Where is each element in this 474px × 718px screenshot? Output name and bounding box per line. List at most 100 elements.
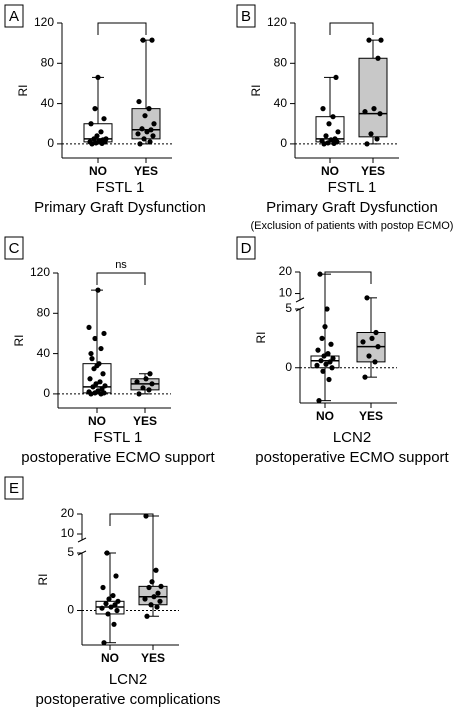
data-point [136, 98, 142, 105]
data-point [324, 306, 330, 312]
data-point [151, 121, 157, 127]
data-point [147, 371, 153, 377]
y-axis-label: RI [12, 335, 26, 347]
data-point [103, 601, 109, 607]
box [358, 57, 388, 138]
y-tick-label: 0 [47, 136, 54, 150]
caption: postoperative ECMO support [21, 449, 215, 466]
panel-label-box [4, 4, 24, 28]
data-point [327, 359, 333, 365]
significance-bracket [329, 22, 374, 35]
y-tick-label: 120 [30, 265, 50, 279]
data-point [366, 37, 372, 43]
x-tick-label: YES [133, 414, 157, 428]
panel-label-box [236, 236, 256, 260]
data-point [368, 131, 374, 137]
data-point [322, 324, 328, 330]
y-tick-label: 40 [274, 96, 288, 110]
data-point [360, 339, 366, 345]
data-point [143, 376, 149, 382]
caption: postoperative complications [35, 691, 220, 708]
data-point [143, 513, 149, 519]
data-point [364, 295, 370, 301]
data-point [318, 358, 324, 364]
data-point [369, 335, 375, 341]
data-point [86, 324, 92, 331]
data-point [88, 350, 94, 357]
data-point [93, 381, 99, 387]
caption: Primary Graft Dysfunction [34, 199, 206, 216]
data-point [154, 604, 160, 610]
data-point [99, 605, 105, 611]
data-point [147, 139, 153, 145]
data-point [320, 368, 326, 374]
data-point [95, 287, 101, 293]
axis-break [77, 537, 87, 543]
data-point [114, 607, 120, 614]
x-tick-label: NO [321, 164, 339, 178]
bracket-label: ns [115, 259, 127, 271]
y-tick-label: 20 [61, 506, 75, 520]
x-tick-label: YES [134, 164, 158, 178]
data-point [328, 341, 334, 347]
data-point [319, 335, 325, 341]
data-point [100, 371, 106, 377]
y-tick-label: 80 [41, 55, 55, 69]
data-point [106, 596, 112, 602]
x-tick-label: NO [316, 409, 334, 423]
data-point [86, 389, 92, 395]
data-point [115, 598, 121, 604]
data-point [144, 129, 150, 135]
x-tick-label: NO [89, 164, 107, 178]
data-point [317, 271, 323, 277]
data-point [88, 121, 94, 127]
caption: Primary Graft Dysfunction [266, 199, 438, 216]
data-point [96, 361, 102, 367]
x-tick-label: YES [141, 651, 165, 665]
data-point [320, 106, 326, 112]
data-point [375, 55, 381, 61]
y-tick-label: 20 [279, 264, 293, 278]
data-point [148, 602, 154, 608]
data-point [111, 621, 117, 627]
data-point [321, 353, 327, 359]
data-point [157, 598, 163, 604]
data-point [332, 136, 338, 142]
data-point [96, 138, 102, 144]
data-point [151, 594, 157, 600]
data-point [140, 37, 146, 43]
y-tick-label: 80 [274, 55, 288, 69]
data-point [315, 347, 321, 353]
data-point [149, 381, 155, 387]
data-point [319, 138, 325, 144]
x-tick-label: NO [88, 414, 106, 428]
data-point [92, 106, 98, 112]
data-point [328, 137, 334, 143]
data-point [134, 379, 140, 385]
y-tick-label: 40 [41, 96, 55, 110]
data-point [326, 376, 332, 383]
caption: FSTL 1 [96, 179, 145, 196]
data-point [377, 111, 383, 117]
data-point [325, 351, 331, 357]
data-point [146, 106, 152, 112]
data-point [104, 550, 110, 556]
panel-label-box [236, 4, 256, 28]
y-tick-label: 5 [67, 545, 74, 559]
data-point [364, 141, 370, 147]
data-point [146, 584, 152, 591]
data-point [362, 109, 368, 115]
significance-bracket [96, 272, 146, 285]
y-axis-label: RI [249, 85, 263, 97]
data-point [326, 121, 332, 127]
y-tick-label: 120 [267, 15, 287, 29]
data-point [140, 385, 146, 391]
axis-break [295, 297, 305, 303]
x-tick-label: NO [101, 651, 119, 665]
data-point [150, 133, 156, 139]
data-point [136, 391, 142, 397]
data-point [95, 74, 101, 81]
y-tick-label: 120 [34, 15, 54, 29]
y-tick-label: 10 [279, 286, 293, 300]
x-tick-label: YES [359, 409, 383, 423]
